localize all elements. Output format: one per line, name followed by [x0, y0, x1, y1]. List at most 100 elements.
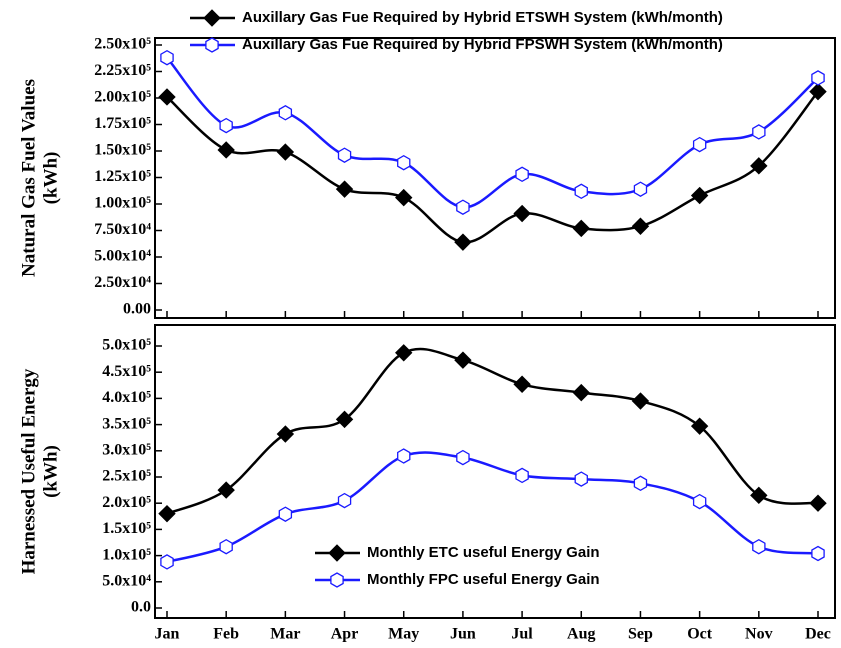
y-tick-label: 4.5x10⁵ — [102, 363, 151, 380]
marker — [515, 166, 529, 183]
x-tick-label: Feb — [213, 626, 239, 643]
marker — [631, 392, 650, 410]
y-tick-label: 5.00x10⁴ — [94, 248, 151, 265]
marker — [330, 572, 344, 588]
marker — [337, 492, 352, 509]
y-tick-label: 2.00x10⁵ — [94, 89, 151, 106]
marker — [574, 471, 588, 487]
line — [166, 347, 819, 515]
y-axis-label: (kWh) — [40, 152, 61, 205]
marker — [750, 486, 768, 505]
marker — [276, 143, 295, 161]
y-tick-label: 1.75x10⁵ — [94, 115, 151, 132]
plot-frame — [154, 37, 836, 319]
y-tick-label: 3.0x10⁵ — [102, 441, 151, 458]
marker — [160, 49, 174, 66]
marker — [158, 88, 176, 106]
y-tick-label: 2.25x10⁵ — [94, 62, 151, 79]
marker — [633, 181, 648, 197]
marker — [809, 82, 827, 101]
marker — [395, 188, 413, 207]
marker — [690, 417, 709, 435]
marker — [690, 186, 709, 205]
marker — [515, 467, 529, 484]
x-tick-label: Mar — [270, 626, 300, 643]
y-tick-label: 7.50x10⁴ — [94, 221, 151, 238]
marker — [335, 410, 354, 429]
marker — [397, 154, 411, 171]
marker — [205, 37, 219, 53]
marker — [454, 351, 472, 369]
y-axis-label: Natural Gas Fuel Values — [18, 79, 39, 277]
marker — [692, 136, 707, 153]
y-tick-label: 5.0x10⁴ — [102, 572, 151, 589]
x-tick-label: Apr — [331, 626, 359, 643]
x-tick-label: Sep — [628, 626, 653, 643]
marker — [631, 217, 650, 235]
y-tick-label: 0.00 — [123, 301, 151, 318]
marker — [278, 506, 293, 522]
marker — [456, 449, 470, 466]
legend-label: Monthly ETC useful Energy Gain — [367, 544, 600, 561]
marker — [752, 538, 766, 555]
y-tick-label: 1.5x10⁵ — [102, 520, 151, 537]
marker — [219, 538, 233, 555]
y-axis-label: Harnessed Useful Energy — [18, 368, 39, 574]
marker — [811, 70, 825, 86]
x-tick-label: Oct — [687, 626, 713, 643]
marker — [203, 9, 221, 27]
x-tick-label: Jun — [450, 626, 476, 643]
marker — [809, 494, 827, 512]
legend-label: Auxillary Gas Fue Required by Hybrid FPS… — [242, 36, 723, 53]
marker — [397, 448, 411, 464]
marker — [574, 183, 588, 200]
line — [166, 56, 819, 209]
y-tick-label: 3.5x10⁵ — [102, 415, 151, 432]
marker — [513, 375, 531, 393]
x-tick-label: Aug — [567, 626, 595, 643]
y-tick-label: 4.0x10⁵ — [102, 389, 151, 406]
marker — [328, 544, 346, 562]
x-tick-label: Nov — [745, 626, 773, 643]
y-tick-label: 2.50x10⁵ — [94, 36, 151, 53]
marker — [572, 219, 590, 238]
x-tick-label: Jul — [511, 626, 533, 643]
y-tick-label: 0.0 — [131, 599, 151, 616]
marker — [456, 199, 470, 215]
legend-label: Auxillary Gas Fue Required by Hybrid ETS… — [242, 9, 723, 26]
marker — [278, 105, 293, 121]
marker — [395, 344, 413, 362]
y-tick-label: 2.0x10⁵ — [102, 494, 151, 511]
y-tick-label: 1.00x10⁵ — [94, 195, 151, 212]
marker — [337, 147, 352, 163]
marker — [219, 117, 233, 134]
marker — [454, 233, 472, 251]
y-tick-label: 1.25x10⁵ — [94, 168, 151, 185]
line — [166, 451, 819, 564]
marker — [752, 124, 766, 140]
y-tick-label: 2.5x10⁵ — [102, 468, 151, 485]
line — [166, 90, 819, 244]
y-tick-label: 2.50x10⁴ — [94, 274, 151, 291]
plot-frame — [154, 324, 836, 619]
marker — [692, 493, 707, 510]
marker — [160, 554, 174, 570]
x-tick-label: Jan — [155, 626, 180, 643]
y-tick-label: 5.0x10⁵ — [102, 337, 151, 354]
marker — [335, 180, 354, 198]
x-tick-label: Dec — [805, 626, 831, 643]
marker — [513, 204, 531, 223]
marker — [217, 141, 235, 159]
legend-label: Monthly FPC useful Energy Gain — [367, 571, 600, 588]
x-tick-label: May — [388, 626, 419, 643]
y-tick-label: 1.0x10⁵ — [102, 546, 151, 563]
marker — [750, 157, 768, 175]
marker — [633, 475, 648, 492]
marker — [572, 383, 590, 402]
y-tick-label: 1.50x10⁵ — [94, 142, 151, 159]
marker — [158, 504, 176, 523]
marker — [811, 545, 825, 562]
y-axis-label: (kWh) — [40, 445, 61, 498]
marker — [276, 425, 295, 443]
